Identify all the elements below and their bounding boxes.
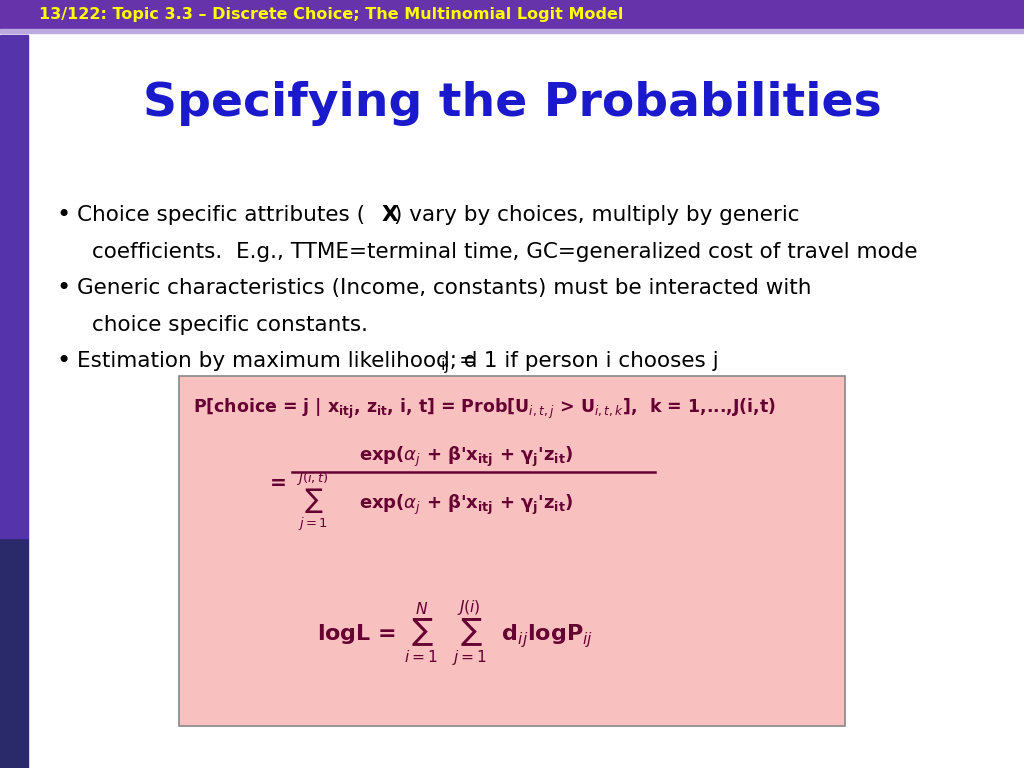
Text: = 1 if person i chooses j: = 1 if person i chooses j: [459, 351, 719, 371]
Text: Specifying the Probabilities: Specifying the Probabilities: [142, 81, 882, 126]
Text: exp($\alpha_j$ + $\bf{\beta}$'$\bf{x}_{itj}$ + $\bf{\gamma}_j$'$\bf{z}_{it}$): exp($\alpha_j$ + $\bf{\beta}$'$\bf{x}_{i…: [358, 445, 573, 469]
Text: $\sum_{j=1}^{J(i,t)}$: $\sum_{j=1}^{J(i,t)}$: [296, 471, 329, 534]
Text: •: •: [56, 203, 71, 227]
Text: Choice specific attributes (: Choice specific attributes (: [77, 205, 365, 225]
Text: 13/122: Topic 3.3 – Discrete Choice; The Multinomial Logit Model: 13/122: Topic 3.3 – Discrete Choice; The…: [39, 7, 624, 22]
Text: choice specific constants.: choice specific constants.: [92, 315, 369, 335]
Text: Estimation by maximum likelihood; d: Estimation by maximum likelihood; d: [77, 351, 477, 371]
Bar: [0, 538, 28, 768]
Text: •: •: [56, 276, 71, 300]
Bar: [0, 35, 28, 538]
Text: logL = $\sum_{i=1}^{N}$  $\sum_{j=1}^{J(i)}$  d$_{ij}$logP$_{ij}$: logL = $\sum_{i=1}^{N}$ $\sum_{j=1}^{J(i…: [317, 598, 594, 669]
FancyBboxPatch shape: [179, 376, 845, 726]
Text: Generic characteristics (Income, constants) must be interacted with: Generic characteristics (Income, constan…: [77, 278, 811, 298]
Bar: [0, 29, 1024, 33]
Text: =: =: [270, 475, 287, 493]
Text: ij: ij: [440, 358, 450, 373]
Text: X: X: [382, 205, 398, 225]
Text: coefficients.  E.g., TTME=terminal time, GC=generalized cost of travel mode: coefficients. E.g., TTME=terminal time, …: [92, 242, 918, 262]
Text: P[choice = j | $\bf{x}_{itj}$, $\bf{z}_{it}$, i, t] = Prob[U$_{i,t,j}$ > U$_{i,t: P[choice = j | $\bf{x}_{itj}$, $\bf{z}_{…: [193, 396, 775, 421]
Bar: [0, 0, 1024, 29]
Text: •: •: [56, 349, 71, 373]
Text: ) vary by choices, multiply by generic: ) vary by choices, multiply by generic: [394, 205, 800, 225]
Text: exp($\alpha_j$ + $\bf{\beta}$'$\bf{x}_{itj}$ + $\bf{\gamma}_j$'$\bf{z}_{it}$): exp($\alpha_j$ + $\bf{\beta}$'$\bf{x}_{i…: [358, 493, 573, 518]
